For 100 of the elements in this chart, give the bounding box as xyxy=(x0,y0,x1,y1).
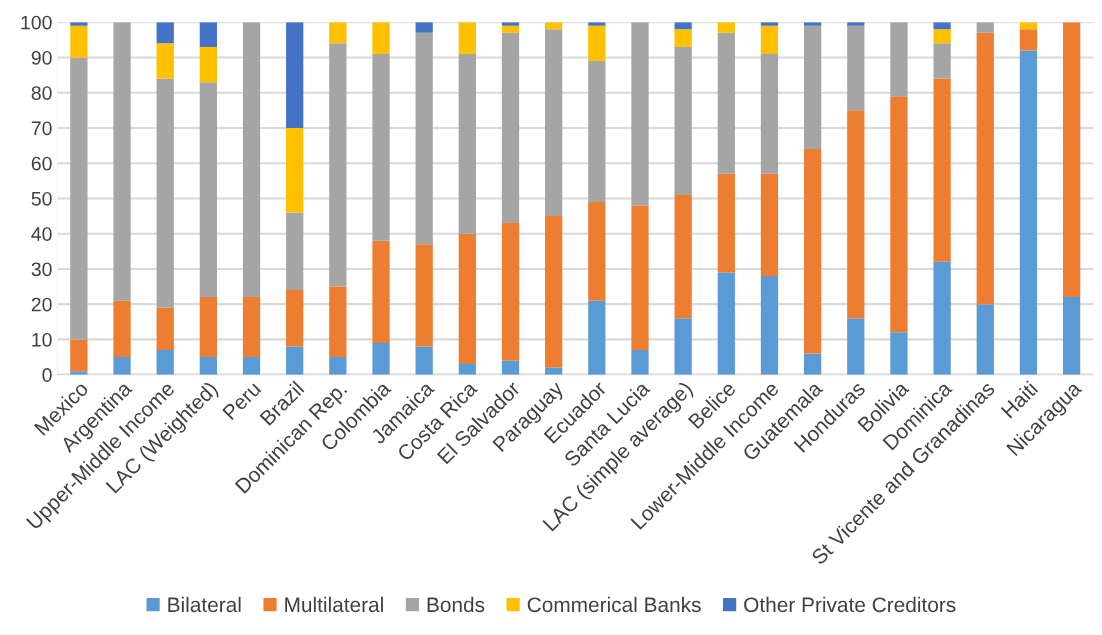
bar xyxy=(804,25,822,150)
bar xyxy=(70,25,88,58)
bar xyxy=(1019,29,1038,51)
bar xyxy=(113,300,131,358)
bar xyxy=(113,22,131,301)
bar xyxy=(242,357,261,375)
bar xyxy=(588,60,606,202)
bar xyxy=(760,173,779,276)
bar xyxy=(717,32,735,174)
bar xyxy=(70,57,88,340)
bar xyxy=(372,240,390,343)
bar xyxy=(458,233,476,365)
y-tick-label: 40 xyxy=(31,227,52,241)
bar xyxy=(329,22,347,44)
bar xyxy=(286,22,304,128)
bar xyxy=(760,25,779,54)
bar xyxy=(329,286,347,358)
bar xyxy=(631,349,649,375)
y-tick-label: 90 xyxy=(31,50,52,65)
bar xyxy=(372,22,390,54)
legend-label: Multilateral xyxy=(285,596,383,613)
bar xyxy=(372,342,390,375)
bar xyxy=(933,29,951,44)
bar xyxy=(286,346,304,375)
bar xyxy=(674,318,692,375)
bar xyxy=(458,22,476,54)
bar xyxy=(976,22,994,33)
bar xyxy=(847,110,865,319)
bar xyxy=(890,22,908,97)
bar xyxy=(199,357,217,375)
bar xyxy=(329,357,347,375)
bar xyxy=(286,290,304,347)
y-tick-label: 60 xyxy=(31,156,52,171)
bar xyxy=(717,173,735,273)
bar xyxy=(545,216,563,368)
bar xyxy=(501,360,520,375)
bar xyxy=(717,22,735,33)
bar xyxy=(588,300,606,375)
bar xyxy=(156,349,174,375)
bar xyxy=(1062,297,1081,375)
bar xyxy=(156,307,174,350)
bar xyxy=(674,194,692,319)
bar xyxy=(717,272,735,375)
legend-label: Bilateral xyxy=(168,596,241,613)
bar xyxy=(242,22,261,298)
bar xyxy=(286,127,304,213)
bar xyxy=(631,205,649,350)
y-tick-label: 70 xyxy=(31,121,52,136)
y-tick-label: 10 xyxy=(32,332,52,347)
bar xyxy=(890,96,908,333)
bar xyxy=(415,244,433,347)
bar xyxy=(804,353,822,375)
y-tick-label: 100 xyxy=(21,15,52,30)
y-tick-label: 80 xyxy=(31,86,52,100)
bar xyxy=(501,32,520,224)
bar xyxy=(113,357,131,375)
bar xyxy=(631,22,649,206)
bar xyxy=(156,78,174,308)
bar xyxy=(372,53,390,241)
bar xyxy=(588,201,606,301)
bar xyxy=(890,332,908,375)
bar xyxy=(847,318,865,375)
bar xyxy=(458,53,476,234)
bar xyxy=(545,29,563,217)
legend-label: Commerical Banks xyxy=(527,596,701,613)
bar xyxy=(933,78,951,262)
bar xyxy=(329,43,347,287)
bar xyxy=(415,22,433,33)
bar xyxy=(242,297,261,358)
bar xyxy=(458,364,476,375)
bar xyxy=(199,46,217,83)
bar xyxy=(286,212,304,291)
legend-label: Other Private Creditors xyxy=(744,596,956,613)
bar xyxy=(674,46,692,195)
bar xyxy=(1019,50,1038,375)
bar xyxy=(760,53,779,174)
bar xyxy=(415,346,433,375)
bar xyxy=(415,32,433,245)
bar xyxy=(674,29,692,47)
legend-label: Bonds xyxy=(427,596,485,613)
bar xyxy=(199,297,217,358)
bar xyxy=(501,223,520,361)
bar xyxy=(501,25,520,33)
bar xyxy=(588,25,606,61)
y-tick-label: 30 xyxy=(31,262,52,277)
bar xyxy=(804,149,822,354)
bar xyxy=(70,339,88,372)
bar xyxy=(199,82,217,298)
bar xyxy=(1062,22,1081,298)
bar xyxy=(847,25,865,111)
y-tick-label: 20 xyxy=(31,297,52,312)
bar xyxy=(976,32,994,305)
y-tick-label: 0 xyxy=(42,368,52,382)
bar xyxy=(156,43,174,79)
y-tick-label: 50 xyxy=(31,191,52,206)
bar xyxy=(976,304,994,375)
bar xyxy=(933,261,951,375)
bar xyxy=(760,275,779,375)
bar xyxy=(933,43,951,79)
bar xyxy=(156,22,174,44)
